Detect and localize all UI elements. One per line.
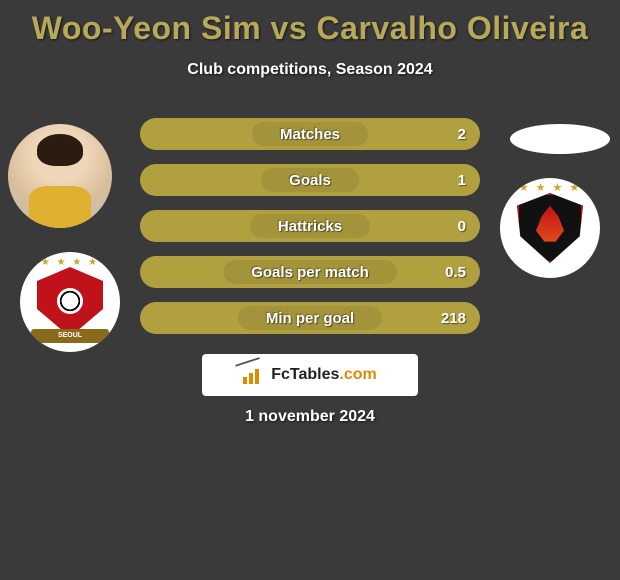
stat-row-matches: Matches 2	[140, 118, 480, 150]
player2-name: Carvalho Oliveira	[317, 10, 589, 46]
player2-avatar-placeholder	[510, 124, 610, 154]
stat-label: Matches	[280, 126, 340, 143]
stats-panel: Matches 2 Goals 1 Hattricks 0 Goals per …	[140, 118, 480, 348]
vs-separator: vs	[271, 10, 308, 46]
stat-row-goals: Goals 1	[140, 164, 480, 196]
club1-label: SEOUL	[31, 329, 109, 343]
stat-row-mpg: Min per goal 218	[140, 302, 480, 334]
stat-value: 0	[458, 210, 466, 242]
site-logo[interactable]: FcTables.com	[202, 354, 418, 396]
subtitle: Club competitions, Season 2024	[0, 61, 620, 79]
stat-label: Hattricks	[278, 218, 342, 235]
player2-club-crest: ★ ★ ★ ★ ★	[500, 178, 600, 278]
snapshot-date: 1 november 2024	[0, 408, 620, 426]
page-title: Woo-Yeon Sim vs Carvalho Oliveira	[0, 0, 620, 47]
stat-label: Min per goal	[266, 310, 354, 327]
site-name: FcTables.com	[271, 366, 377, 384]
stat-value: 0.5	[445, 256, 466, 288]
stat-label: Goals	[289, 172, 331, 189]
player1-avatar	[8, 124, 112, 228]
stat-value: 1	[458, 164, 466, 196]
bar-chart-icon	[243, 366, 265, 384]
player1-club-crest: ★ ★ ★ ★ ★ SEOUL	[20, 252, 120, 352]
stat-row-gpm: Goals per match 0.5	[140, 256, 480, 288]
stat-label: Goals per match	[251, 264, 369, 281]
stat-value: 2	[458, 118, 466, 150]
player1-name: Woo-Yeon Sim	[32, 10, 261, 46]
stat-row-hattricks: Hattricks 0	[140, 210, 480, 242]
stat-value: 218	[441, 302, 466, 334]
